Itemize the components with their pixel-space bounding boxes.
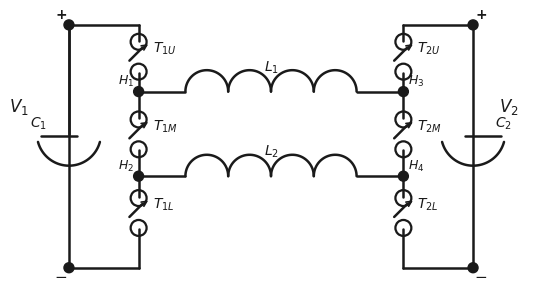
Circle shape [398, 87, 408, 96]
Text: $V_2$: $V_2$ [499, 96, 519, 117]
Text: $T_{1U}$: $T_{1U}$ [152, 40, 176, 57]
Text: $L_2$: $L_2$ [263, 144, 279, 160]
Text: $T_{2U}$: $T_{2U}$ [417, 40, 441, 57]
Text: $C_2$: $C_2$ [495, 115, 512, 132]
Text: −: − [475, 270, 487, 285]
Circle shape [468, 263, 478, 273]
Text: +: + [475, 8, 487, 22]
Text: $T_{1M}$: $T_{1M}$ [152, 118, 177, 135]
Circle shape [64, 263, 74, 273]
Circle shape [134, 171, 144, 181]
Text: $H_4$: $H_4$ [408, 159, 425, 174]
Text: $L_1$: $L_1$ [263, 59, 279, 76]
Text: $H_1$: $H_1$ [118, 74, 134, 89]
Text: $H_2$: $H_2$ [118, 159, 134, 174]
Text: $V_1$: $V_1$ [9, 96, 29, 117]
Text: $T_{2M}$: $T_{2M}$ [417, 118, 442, 135]
Text: $T_{2L}$: $T_{2L}$ [417, 197, 439, 213]
Circle shape [134, 87, 144, 96]
Text: +: + [55, 8, 67, 22]
Circle shape [398, 171, 408, 181]
Text: $C_1$: $C_1$ [30, 115, 47, 132]
Circle shape [468, 20, 478, 30]
Text: $H_3$: $H_3$ [408, 74, 424, 89]
Circle shape [64, 20, 74, 30]
Text: −: − [55, 270, 67, 285]
Text: $T_{1L}$: $T_{1L}$ [152, 197, 174, 213]
